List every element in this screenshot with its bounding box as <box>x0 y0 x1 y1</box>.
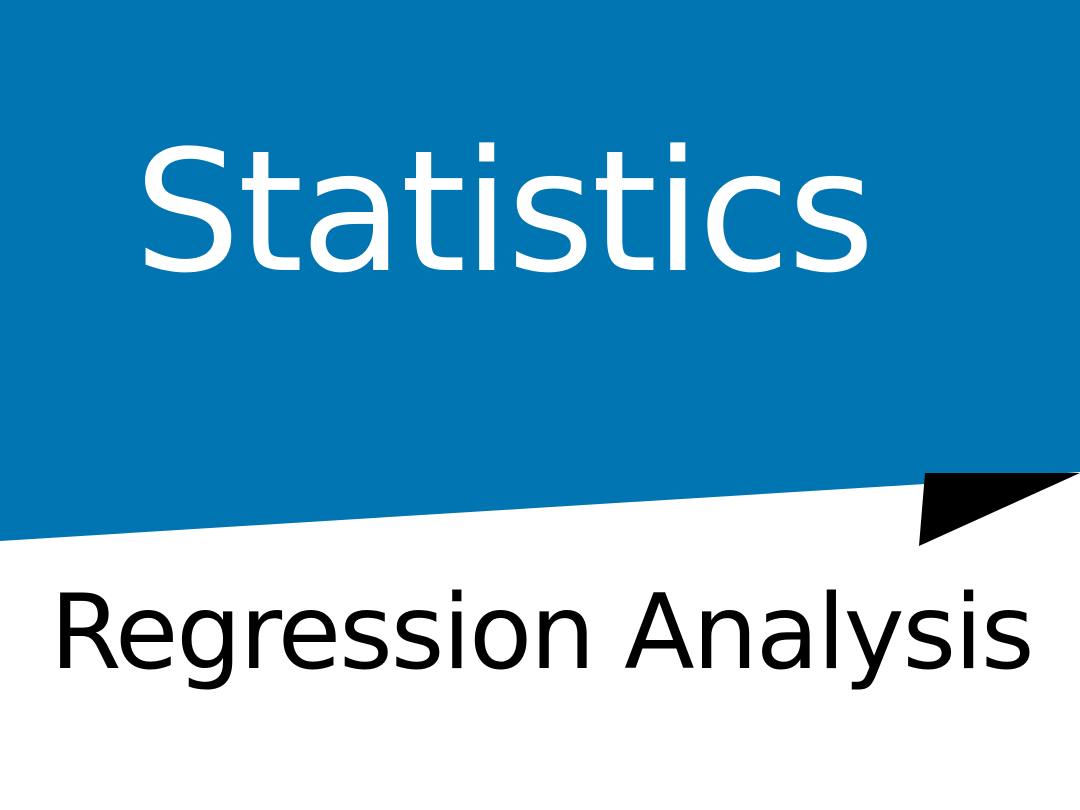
blue-banner <box>0 0 1080 541</box>
folded-corner <box>919 473 1080 546</box>
page-title: Statistics <box>134 114 875 310</box>
page-subtitle: Regression Analysis <box>50 573 1034 693</box>
